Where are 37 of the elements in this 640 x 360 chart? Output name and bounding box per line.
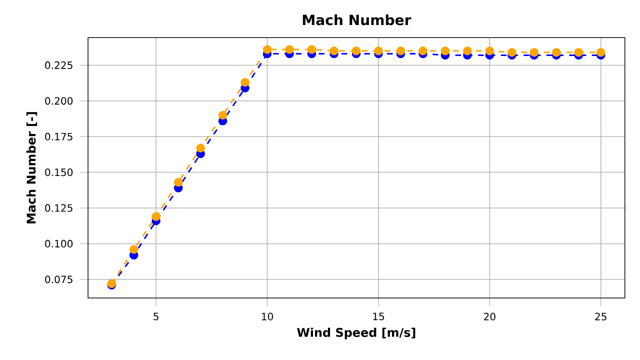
point — [262, 45, 272, 54]
point — [152, 212, 160, 221]
point — [330, 46, 338, 56]
chart-title: Mach Number — [302, 14, 412, 26]
point — [574, 48, 583, 57]
point — [530, 48, 538, 57]
point — [418, 46, 428, 56]
point — [463, 46, 472, 56]
x-tick-label: 20 — [484, 312, 496, 320]
point — [218, 110, 228, 120]
point — [552, 48, 561, 57]
x-tick-label: 10 — [262, 312, 274, 320]
y-tick-label: 0.125 — [45, 204, 72, 212]
y-tick-label: 0.175 — [45, 132, 72, 140]
point — [485, 46, 494, 56]
point — [440, 46, 450, 56]
x-axis-title: Wind Speed [m/s] — [297, 328, 416, 340]
y-tick-label: 0.100 — [45, 240, 73, 248]
x-tick-label: 5 — [154, 312, 158, 320]
point — [240, 78, 250, 87]
y-tick-label: 0.075 — [45, 276, 72, 284]
x-tick-label: 25 — [595, 312, 606, 320]
point — [285, 45, 294, 54]
point — [396, 46, 406, 56]
y-tick-label: 0.200 — [45, 97, 73, 105]
y-axis-title: Mach Number [-] — [26, 112, 38, 224]
point — [352, 46, 361, 56]
y-tick-label: 0.225 — [45, 61, 72, 69]
point — [307, 45, 316, 54]
point — [196, 144, 205, 152]
point — [129, 245, 138, 254]
point — [596, 48, 606, 57]
point — [374, 46, 383, 56]
point — [174, 178, 183, 187]
point — [508, 48, 516, 57]
x-tick-label: 15 — [373, 312, 384, 320]
y-tick-label: 0.150 — [45, 168, 73, 176]
